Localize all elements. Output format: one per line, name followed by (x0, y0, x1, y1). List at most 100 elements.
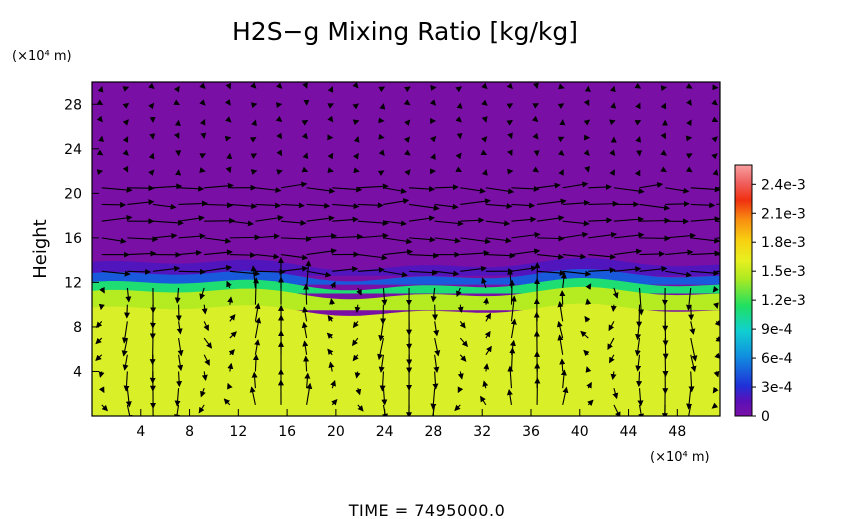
wind-vector (121, 321, 128, 344)
wind-vector (280, 202, 305, 209)
x-unit-label: (×10⁴ m) (650, 450, 710, 465)
wind-vector (481, 82, 488, 90)
wind-vector (506, 389, 513, 405)
wind-vector (580, 330, 589, 339)
wind-vector (532, 132, 539, 140)
wind-vector (511, 185, 540, 192)
wind-vector (537, 235, 565, 242)
wind-vector (583, 349, 590, 357)
wind-vector (280, 235, 312, 242)
wind-vector (204, 182, 234, 189)
wind-vector (639, 217, 671, 224)
wind-vector (122, 149, 129, 156)
wind-vector (455, 152, 462, 160)
wind-vector (357, 404, 364, 412)
x-tick-label: 16 (278, 424, 296, 440)
wind-vector (537, 269, 566, 276)
wind-vector (127, 185, 155, 192)
wind-vector (660, 149, 667, 156)
wind-vector (127, 199, 155, 206)
wind-vector (122, 119, 130, 126)
wind-vector (306, 233, 338, 240)
wind-vector (610, 304, 617, 312)
wind-vector (608, 321, 615, 332)
wind-vector (126, 404, 133, 416)
wind-vector (204, 202, 234, 209)
wind-vector (255, 253, 280, 260)
wind-vector (204, 249, 233, 256)
wind-vector (638, 404, 645, 416)
wind-vector (174, 287, 181, 304)
wind-vector (357, 232, 389, 239)
time-annotation: TIME = 7495000.0 (348, 501, 506, 519)
wind-vector (381, 287, 388, 306)
wind-vector (537, 253, 565, 260)
wind-vector (127, 268, 152, 275)
wind-vector (227, 382, 233, 390)
wind-vector (506, 82, 513, 90)
wind-vector (690, 216, 720, 223)
wind-vector (562, 231, 589, 239)
wind-vector (485, 252, 516, 259)
wind-vector (660, 166, 667, 173)
wind-vector (303, 355, 310, 372)
wind-vector (429, 99, 437, 106)
wind-vector (152, 232, 178, 239)
wind-vector (585, 366, 592, 373)
wind-vector (685, 99, 692, 106)
wind-vector (178, 249, 203, 256)
wind-vector (254, 339, 261, 355)
wind-vector (481, 99, 488, 106)
wind-vector (433, 321, 440, 337)
wind-vector (352, 354, 359, 362)
wind-vector (588, 200, 619, 207)
wind-vector (639, 203, 671, 211)
colorbar (734, 164, 753, 417)
wind-vector (639, 235, 671, 242)
wind-vector (481, 136, 488, 143)
heatmap-area (92, 82, 720, 416)
wind-vector (409, 269, 439, 276)
wind-vector (638, 287, 645, 316)
wind-vector (378, 149, 385, 156)
wind-vector (483, 297, 490, 305)
wind-vector (460, 217, 485, 224)
wind-vector (562, 253, 587, 260)
wind-vector (229, 203, 258, 210)
chart-title: H2S−g Mixing Ratio [kg/kg] (232, 17, 578, 46)
wind-vector (689, 321, 696, 335)
wind-vector (588, 217, 613, 224)
wind-vector (430, 388, 437, 410)
wind-vector (204, 264, 233, 272)
wind-vector (327, 315, 334, 322)
wind-vector (200, 387, 206, 398)
x-tick-label: 48 (668, 424, 686, 440)
wind-vector (507, 365, 514, 389)
wind-vector (199, 118, 206, 126)
wind-vector (254, 302, 261, 322)
wind-vector (484, 330, 491, 339)
wind-vector (585, 283, 592, 290)
colorbar-labels: 2.4e-3 2.1e-3 1.8e-3 1.5e-3 1.2e-3 9e-4 6e-4 3e… (752, 177, 806, 425)
wind-vector (198, 404, 205, 414)
wind-vector (690, 202, 716, 209)
wind-vector (532, 103, 540, 109)
wind-vector (559, 290, 566, 305)
wind-vector (357, 202, 384, 209)
wind-vector (199, 287, 206, 300)
wind-vector (557, 334, 564, 355)
wind-vector (556, 320, 564, 339)
wind-vector (305, 260, 312, 289)
wind-vector (174, 388, 181, 407)
colorbar-label: 9e-4 (761, 322, 793, 338)
wind-vector (460, 198, 491, 206)
wind-vector (587, 399, 594, 406)
wind-vector (456, 287, 462, 298)
wind-vector (481, 277, 487, 289)
wind-vector (457, 304, 464, 313)
wind-vector (665, 270, 693, 278)
wind-vector (482, 380, 489, 389)
wind-vector (380, 304, 387, 325)
wind-vector (688, 371, 695, 393)
wind-vector (408, 215, 436, 222)
